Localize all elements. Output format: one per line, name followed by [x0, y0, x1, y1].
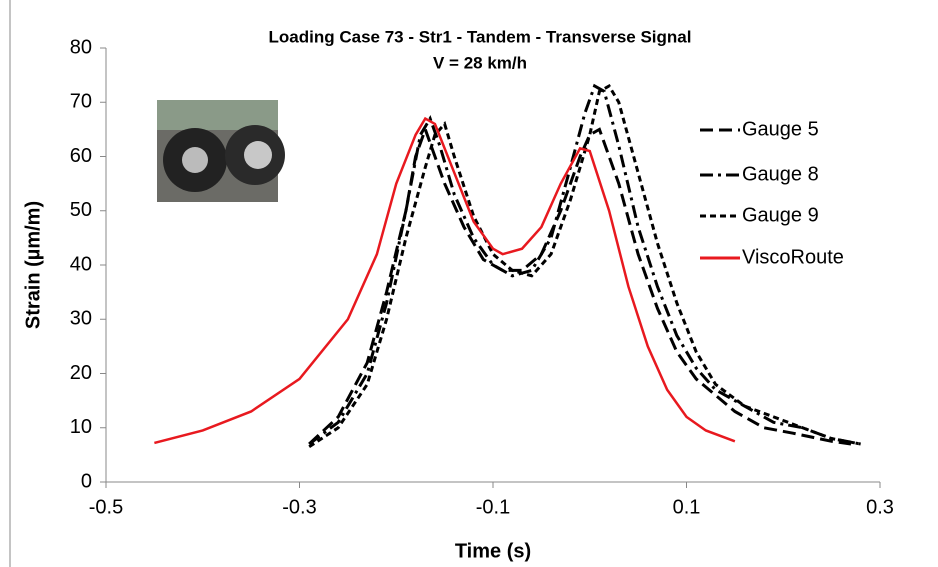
y-tick-label: 30 — [70, 308, 92, 330]
x-tick-label: 0.1 — [673, 496, 701, 518]
x-tick-label: 0.3 — [866, 496, 894, 518]
y-tick-label: 50 — [70, 199, 92, 221]
x-tick-label: -0.5 — [89, 496, 123, 518]
legend-label: Gauge 8 — [742, 163, 819, 185]
legend-label: Gauge 9 — [742, 204, 819, 226]
y-tick-label: 70 — [70, 91, 92, 113]
chart-title: Loading Case 73 - Str1 - Tandem - Transv… — [269, 27, 692, 46]
inset-photo — [157, 100, 285, 202]
y-tick-label: 0 — [81, 470, 92, 492]
y-tick-label: 10 — [70, 416, 92, 438]
y-tick-label: 60 — [70, 145, 92, 167]
y-axis-title: Strain (µm/m) — [22, 201, 44, 329]
y-tick-label: 20 — [70, 362, 92, 384]
series-line — [308, 83, 861, 448]
x-axis-title: Time (s) — [455, 540, 531, 562]
y-tick-label: 40 — [70, 253, 92, 275]
legend-label: ViscoRoute — [742, 246, 844, 268]
x-tick-label: -0.3 — [282, 496, 316, 518]
chart-subtitle: V = 28 km/h — [433, 53, 527, 72]
series-line — [154, 116, 736, 445]
x-tick-label: -0.1 — [476, 496, 510, 518]
legend-label: Gauge 5 — [742, 118, 819, 140]
y-tick-label: 80 — [70, 36, 92, 58]
